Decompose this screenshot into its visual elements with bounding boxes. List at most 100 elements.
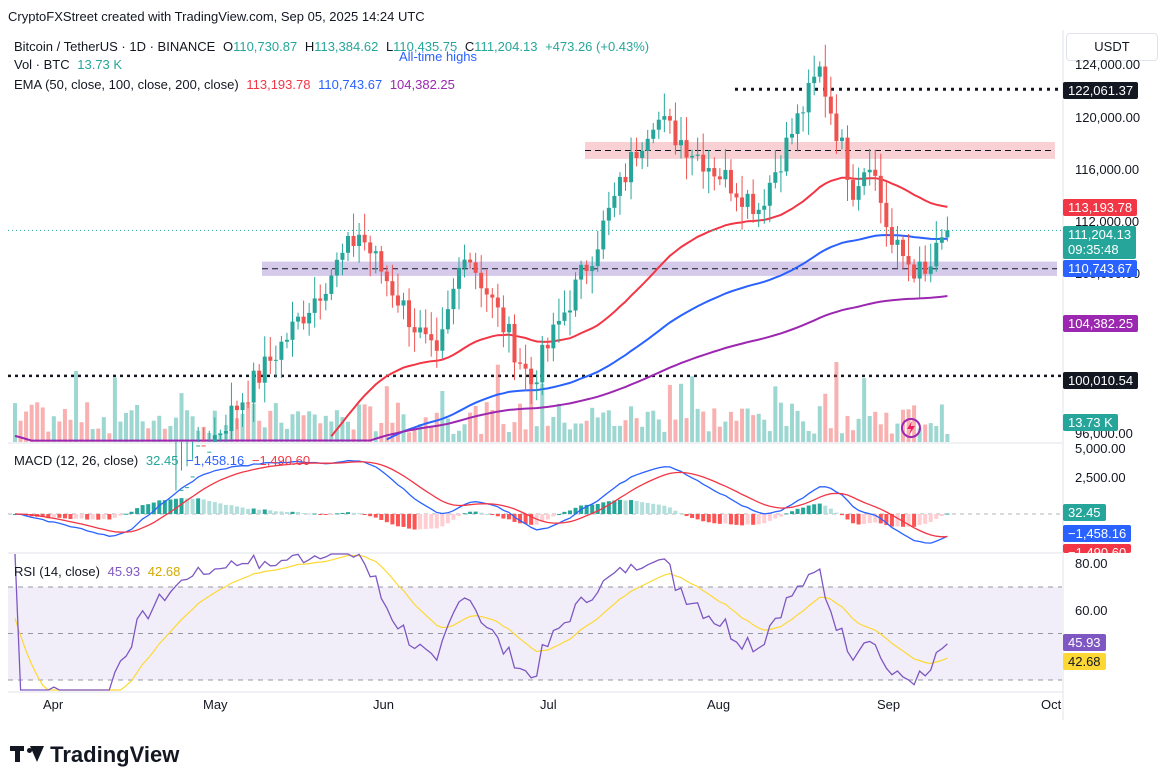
candle-body: [817, 66, 822, 77]
macd-histogram-bar: [101, 514, 106, 520]
volume-bar: [74, 370, 79, 442]
volume-bar: [40, 407, 45, 442]
volume-bar: [884, 412, 889, 442]
volume-bar: [873, 411, 878, 442]
candle-body: [246, 402, 251, 404]
volume-bar: [146, 428, 151, 442]
price-axis-label: 124,000.00: [1075, 57, 1141, 72]
support-price-tag: 100,010.54: [1063, 372, 1139, 389]
candle-body: [601, 220, 606, 250]
candle-body: [479, 272, 484, 289]
volume-bar: [296, 411, 301, 442]
macd-histogram-bar: [529, 514, 534, 525]
macd-histogram-bar: [151, 502, 156, 514]
macd-histogram-bar: [495, 514, 500, 517]
ema-legend[interactable]: EMA (50, close, 100, close, 200, close) …: [14, 77, 459, 92]
candle-body: [917, 261, 922, 279]
macd-axis-label: 5,000.00: [1075, 441, 1126, 456]
candle-body: [451, 288, 456, 310]
candle-body: [684, 140, 689, 158]
month-label: Oct: [1041, 697, 1062, 712]
macd-histogram-bar: [629, 500, 634, 514]
macd-histogram-bar: [312, 513, 317, 515]
volume-bar: [429, 427, 434, 442]
volume-bar: [595, 417, 600, 442]
macd-histogram-bar: [562, 511, 567, 514]
macd-histogram-bar: [728, 514, 733, 525]
volume-bar: [640, 426, 645, 442]
candle-body: [701, 154, 706, 172]
candle-body: [778, 171, 783, 173]
symbol-legend: Bitcoin / TetherUS · 1D · BINANCE O110,7…: [14, 39, 653, 54]
rsi-legend[interactable]: RSI (14, close) 45.93 42.68: [14, 564, 184, 579]
volume-bar: [751, 415, 756, 442]
macd-histogram-bar: [828, 508, 833, 514]
macd-signal-tag: −1,490.60: [1063, 544, 1132, 553]
macd-histogram-bar: [146, 504, 151, 514]
candle-body: [845, 137, 850, 180]
candle-body: [878, 175, 883, 203]
macd-histogram-bar: [185, 498, 190, 514]
volume-bar: [917, 428, 922, 442]
symbol-name[interactable]: Bitcoin / TetherUS · 1D · BINANCE: [14, 39, 216, 54]
macd-histogram-bar: [823, 505, 828, 514]
candle-body: [434, 340, 439, 351]
open-value: 110,730.87: [233, 39, 298, 54]
ema-label: EMA (50, close, 100, close, 200, close): [14, 77, 239, 92]
macd-histogram-bar: [279, 511, 284, 514]
volume-bar: [651, 410, 656, 442]
candle-body: [329, 275, 334, 294]
volume-bar: [568, 429, 572, 442]
candle-body: [717, 176, 722, 180]
macd-histogram-bar: [301, 513, 306, 515]
volume-bar: [756, 413, 761, 442]
candle-body: [690, 155, 695, 158]
volume-legend[interactable]: Vol · BTC 13.73 K: [14, 57, 126, 72]
macd-histogram-bar: [140, 505, 145, 514]
volume-bar: [728, 411, 733, 442]
volume-bar: [695, 408, 700, 442]
macd-histogram-bar: [545, 514, 550, 520]
macd-histogram-bar: [307, 513, 312, 515]
macd-histogram-bar: [889, 514, 894, 527]
rsi-axis-label: 60.00: [1075, 603, 1108, 618]
macd-histogram-bar: [740, 514, 745, 526]
macd-histogram-bar: [939, 514, 944, 517]
tradingview-logo[interactable]: TradingView: [10, 742, 179, 768]
candle-body: [351, 235, 356, 247]
macd-histogram-bar: [85, 514, 90, 520]
candle-body: [790, 133, 794, 138]
candle-body: [595, 249, 600, 267]
candle-body: [745, 193, 750, 207]
candle-body: [190, 476, 195, 478]
month-label: Jun: [373, 697, 394, 712]
candle-body: [445, 309, 450, 330]
macd-histogram-bar: [395, 514, 400, 527]
candle-body: [273, 359, 278, 361]
volume-bar: [579, 423, 584, 442]
macd-histogram-bar: [107, 514, 112, 520]
volume-bar: [479, 433, 484, 442]
macd-histogram-bar: [640, 502, 645, 514]
macd-axis-label: 2,500.00: [1075, 470, 1126, 485]
currency-button[interactable]: USDT: [1066, 33, 1158, 61]
macd-legend[interactable]: MACD (12, 26, close) 32.45 −1,458.16 −1,…: [14, 453, 314, 468]
change-value: +473.26 (+0.43%): [545, 39, 650, 54]
macd-histogram-bar: [906, 514, 911, 527]
volume-bar: [423, 417, 428, 442]
macd-histogram-bar: [523, 514, 528, 524]
volume-bar: [506, 431, 511, 442]
macd-signal-value: −1,490.60: [251, 453, 311, 468]
macd-histogram-bar: [923, 514, 928, 524]
candle-body: [556, 320, 561, 325]
candle-body: [784, 137, 789, 172]
volume-bar: [368, 406, 373, 442]
volume-bar: [445, 418, 450, 442]
low-label: L: [385, 39, 394, 54]
candle-body: [562, 312, 567, 321]
volume-bar: [307, 411, 312, 442]
candle-body: [806, 83, 811, 113]
macd-histogram-bar: [812, 504, 817, 514]
candle-body: [945, 230, 950, 238]
